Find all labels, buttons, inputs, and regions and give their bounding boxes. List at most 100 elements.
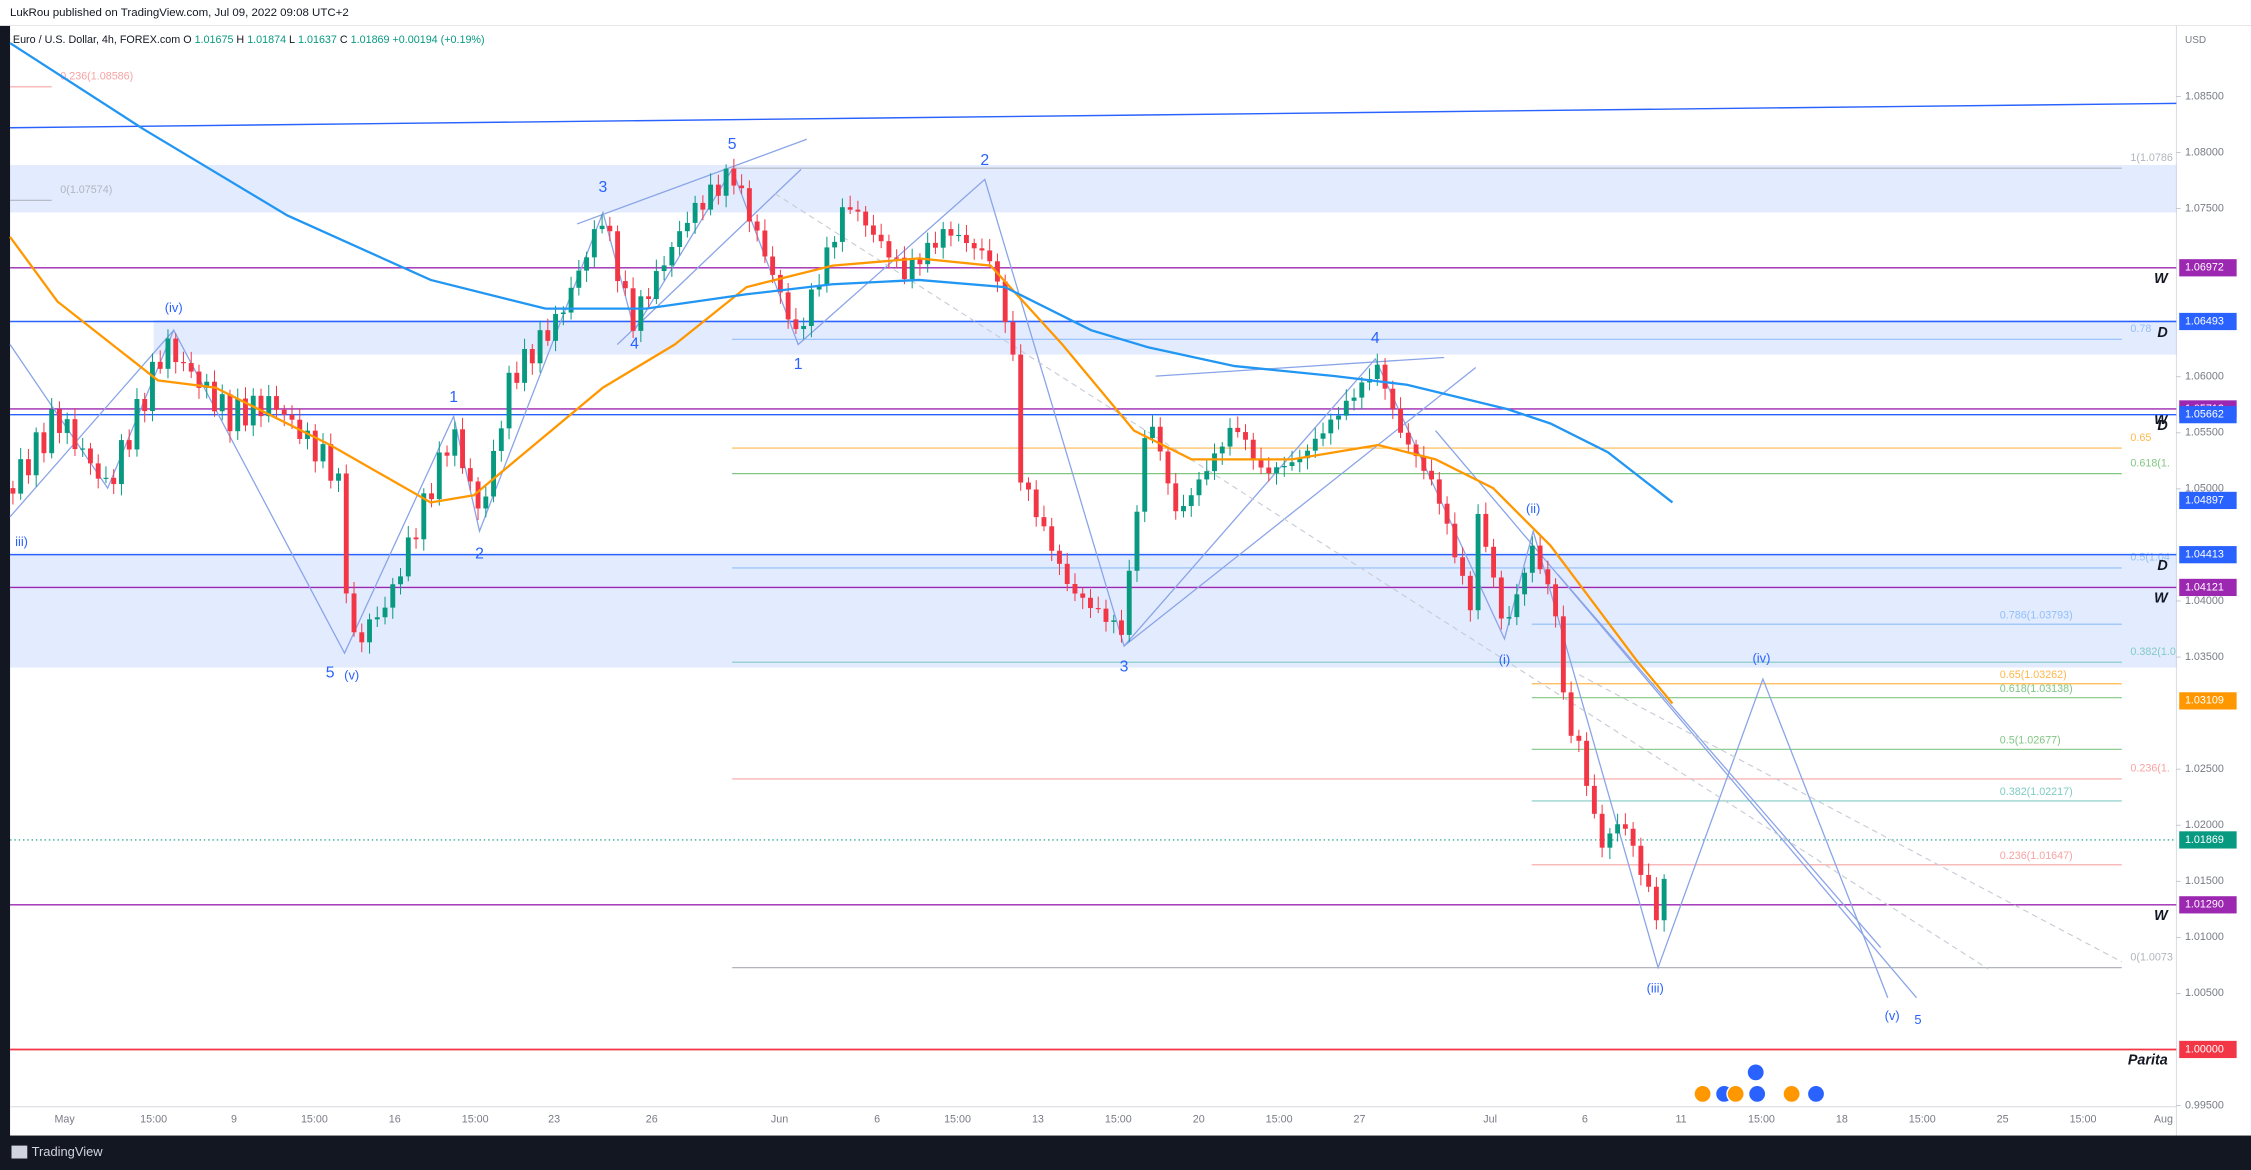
candle-body xyxy=(638,296,644,331)
candle-body xyxy=(491,450,496,497)
candle-body xyxy=(1537,545,1543,570)
candle-body xyxy=(460,429,465,469)
candle-body xyxy=(119,440,124,485)
candle-body xyxy=(212,381,217,412)
candle-body xyxy=(770,256,776,275)
candle-body xyxy=(1289,462,1295,466)
candle-body xyxy=(1467,575,1473,611)
candle-body xyxy=(1258,458,1264,468)
candle-body xyxy=(1111,620,1117,622)
time-tick-label: 15:00 xyxy=(301,1114,328,1126)
time-tick-label: 18 xyxy=(1836,1114,1848,1126)
price-tick-label: 1.02000 xyxy=(2185,819,2224,831)
candle-body xyxy=(1630,828,1636,846)
level-tag: W xyxy=(2154,591,2169,607)
candle-body xyxy=(653,271,659,300)
candle-body xyxy=(142,399,148,412)
publisher: LukRou published on TradingView.com, Jul… xyxy=(10,7,349,19)
fib-label: 0.236(1. xyxy=(2130,763,2169,775)
channel xyxy=(616,168,802,346)
level-badge xyxy=(2179,546,2237,564)
wave-label: 2 xyxy=(980,152,989,169)
time-tick-label: Jun xyxy=(771,1114,788,1126)
event-icon xyxy=(1782,1084,1801,1104)
level-badge xyxy=(2179,406,2237,424)
candle-body xyxy=(661,265,667,272)
candle-body xyxy=(878,234,884,242)
candle-body xyxy=(243,398,248,426)
candle-body xyxy=(126,440,132,450)
level-tag: W xyxy=(2154,412,2169,428)
candle-body xyxy=(1165,451,1171,484)
level-tag: Parita xyxy=(2128,1053,2168,1069)
time-tick-label: 15:00 xyxy=(1748,1114,1775,1126)
candle-body xyxy=(64,419,70,433)
indicator-badge xyxy=(2179,831,2237,849)
candle-body xyxy=(847,207,853,210)
candle-body xyxy=(909,258,915,280)
wave-label: 5 xyxy=(1914,1012,1921,1027)
candle-body xyxy=(576,270,582,288)
candle-body xyxy=(1343,400,1349,416)
candle-body xyxy=(88,448,93,464)
candle-body xyxy=(793,319,799,330)
candle-body xyxy=(1134,511,1140,571)
event-icon xyxy=(1726,1084,1745,1104)
candle-body xyxy=(1568,692,1574,736)
candle-body xyxy=(235,398,241,432)
ohlc-value: 1.01874 xyxy=(247,34,286,46)
candle-body xyxy=(188,363,194,372)
candle-body xyxy=(1444,503,1450,524)
candle-body xyxy=(522,348,528,383)
candle-body xyxy=(444,452,450,456)
candle-body xyxy=(987,250,993,262)
wave-label: (iv) xyxy=(1753,650,1771,665)
candle-body xyxy=(700,202,706,210)
candle-body xyxy=(1653,886,1659,921)
candle-body xyxy=(390,584,396,608)
candle-body xyxy=(1429,470,1435,480)
candle-body xyxy=(692,202,698,223)
candle-body xyxy=(1072,583,1078,594)
wave-label: (iv) xyxy=(165,300,183,315)
candle-body xyxy=(1390,388,1396,409)
candle-body xyxy=(832,241,838,248)
candle-body xyxy=(1475,513,1481,611)
fib-label: 1(1.0786 xyxy=(2130,152,2172,164)
candle-body xyxy=(1436,479,1442,504)
wave-label: 2 xyxy=(475,545,484,562)
candle-body xyxy=(429,493,434,500)
ohlc-key: H xyxy=(236,34,244,46)
indicator-badge xyxy=(2179,491,2237,510)
fib-label: 0(1.07574) xyxy=(60,184,112,196)
candle-body xyxy=(1181,505,1186,512)
candle-body xyxy=(529,348,535,364)
time-tick-label: 26 xyxy=(646,1114,658,1126)
candle-body xyxy=(1351,397,1357,401)
logo xyxy=(11,1145,28,1159)
candle-body xyxy=(1157,426,1163,452)
candle-body xyxy=(219,394,225,412)
candle-body xyxy=(963,234,969,244)
candle-body xyxy=(398,576,403,585)
candle-body xyxy=(483,496,489,509)
candle-body xyxy=(1204,471,1210,480)
candle-body xyxy=(328,444,334,481)
event-icon xyxy=(1806,1084,1826,1104)
candle-body xyxy=(1018,354,1024,483)
candle-body xyxy=(274,396,279,410)
wave-label: 1 xyxy=(794,356,803,373)
channel xyxy=(1155,356,1445,377)
candle-body xyxy=(266,396,272,417)
candle-body xyxy=(405,537,411,577)
candle-body xyxy=(932,242,938,248)
candle-body xyxy=(134,399,140,450)
candle-body xyxy=(1413,444,1419,457)
wave-label: 4 xyxy=(1371,330,1380,347)
candle-body xyxy=(1622,824,1628,829)
candle-body xyxy=(1227,427,1233,447)
event-icon xyxy=(1746,1063,1766,1082)
time-tick-label: 27 xyxy=(1354,1114,1366,1126)
fib-label: 0(1.0073 xyxy=(2130,951,2172,963)
candle-body xyxy=(1103,608,1109,622)
